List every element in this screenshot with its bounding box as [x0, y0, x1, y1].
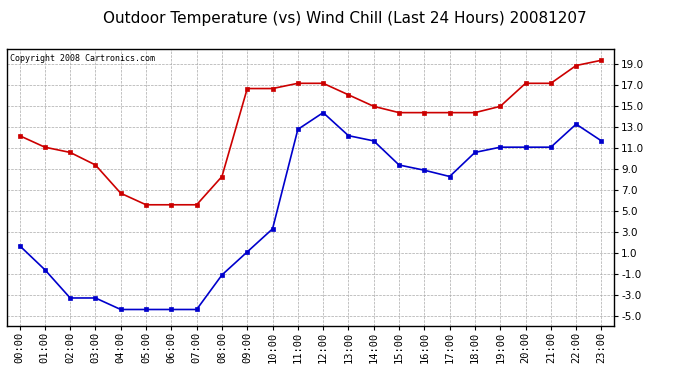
Text: Copyright 2008 Cartronics.com: Copyright 2008 Cartronics.com: [10, 54, 155, 63]
Text: Outdoor Temperature (vs) Wind Chill (Last 24 Hours) 20081207: Outdoor Temperature (vs) Wind Chill (Las…: [104, 11, 586, 26]
